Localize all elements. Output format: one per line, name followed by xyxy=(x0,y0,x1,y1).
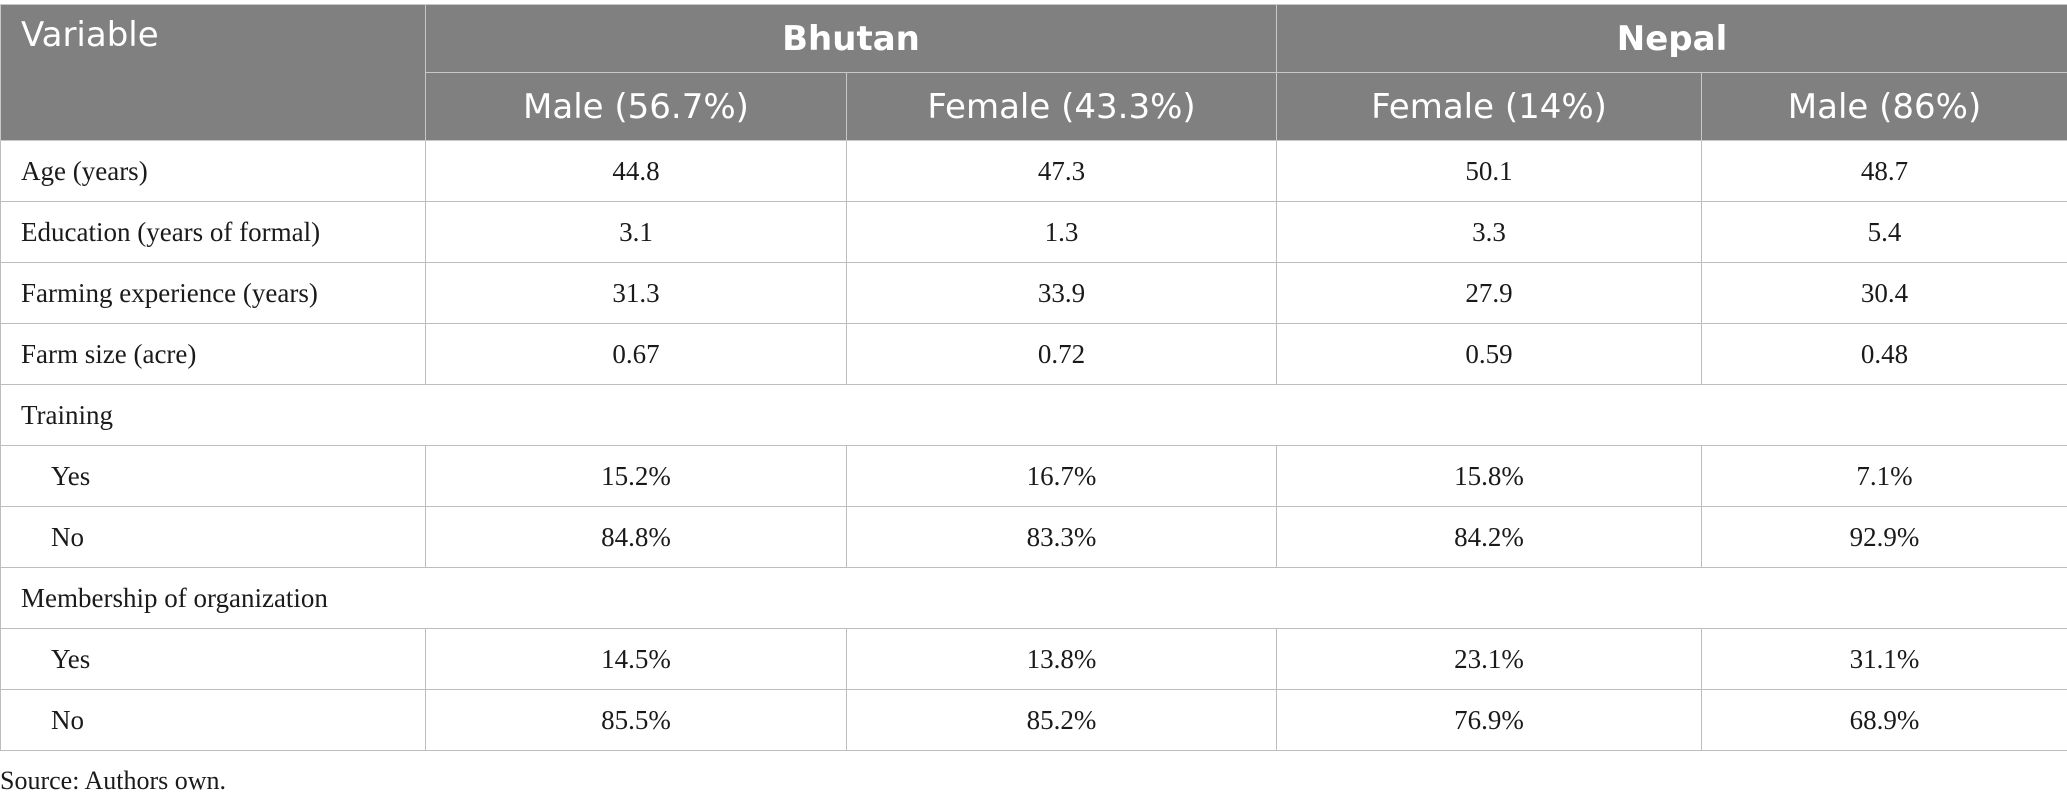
table-header: Variable Bhutan Nepal Male (56.7%) Femal… xyxy=(0,4,2067,141)
header-nepal-male: Male (86%) xyxy=(1701,72,2067,141)
row-label: Farm size (acre) xyxy=(0,323,426,385)
table-cell: 0.72 xyxy=(845,323,1278,385)
table-cell: 15.8% xyxy=(1276,445,1703,507)
table-cell: 7.1% xyxy=(1701,445,2067,507)
row-label: No xyxy=(0,689,426,751)
table-body: Age (years) 44.8 47.3 50.1 48.7 Educatio… xyxy=(0,140,2067,751)
table-row-training-yes: Yes 15.2% 16.7% 15.8% 7.1% xyxy=(0,445,2067,507)
table-cell: 33.9 xyxy=(845,262,1278,324)
header-nepal-female: Female (14%) xyxy=(1276,72,1703,141)
table-cell: 15.2% xyxy=(425,445,847,507)
table-cell: 47.3 xyxy=(845,140,1278,202)
section-title: Membership of organization xyxy=(0,567,2067,629)
source-note: Source: Authors own. xyxy=(0,766,227,795)
table-cell: 27.9 xyxy=(1276,262,1703,324)
row-label: Yes xyxy=(0,628,426,690)
header-country-bhutan: Bhutan xyxy=(424,4,1278,73)
table-row-education: Education (years of formal) 3.1 1.3 3.3 … xyxy=(0,201,2067,263)
table-cell: 3.3 xyxy=(1276,201,1703,263)
header-row-countries: Variable Bhutan Nepal xyxy=(0,4,2067,141)
table-container: Variable Bhutan Nepal Male (56.7%) Femal… xyxy=(0,4,2067,751)
table-row-farming-experience: Farming experience (years) 31.3 33.9 27.… xyxy=(0,262,2067,324)
row-label: Yes xyxy=(0,445,426,507)
table-row-age: Age (years) 44.8 47.3 50.1 48.7 xyxy=(0,140,2067,202)
table-cell: 92.9% xyxy=(1701,506,2067,568)
table-cell: 31.1% xyxy=(1701,628,2067,690)
table-cell: 30.4 xyxy=(1701,262,2067,324)
table-cell: 1.3 xyxy=(845,201,1278,263)
table-cell: 3.1 xyxy=(425,201,847,263)
table-cell: 0.48 xyxy=(1701,323,2067,385)
header-bhutan-male: Male (56.7%) xyxy=(425,72,847,141)
data-table: Variable Bhutan Nepal Male (56.7%) Femal… xyxy=(0,4,2067,751)
table-cell: 31.3 xyxy=(425,262,847,324)
table-cell: 48.7 xyxy=(1701,140,2067,202)
row-label: No xyxy=(0,506,426,568)
table-cell: 44.8 xyxy=(425,140,847,202)
table-cell: 0.67 xyxy=(425,323,847,385)
table-cell: 83.3% xyxy=(845,506,1278,568)
header-row-groups: Male (56.7%) Female (43.3%) Female (14%)… xyxy=(1,72,2067,141)
header-variable: Variable xyxy=(0,4,426,141)
section-row-training: Training xyxy=(0,384,2067,446)
row-label: Education (years of formal) xyxy=(0,201,426,263)
table-row-membership-no: No 85.5% 85.2% 76.9% 68.9% xyxy=(0,689,2067,751)
table-row-training-no: No 84.8% 83.3% 84.2% 92.9% xyxy=(0,506,2067,568)
header-bhutan-female: Female (43.3%) xyxy=(845,72,1278,141)
section-row-membership: Membership of organization xyxy=(0,567,2067,629)
table-cell: 76.9% xyxy=(1276,689,1703,751)
table-cell: 85.2% xyxy=(845,689,1278,751)
header-country-nepal: Nepal xyxy=(1276,4,2067,73)
table-cell: 50.1 xyxy=(1276,140,1703,202)
table-cell: 14.5% xyxy=(425,628,847,690)
table-cell: 68.9% xyxy=(1701,689,2067,751)
table-cell: 0.59 xyxy=(1276,323,1703,385)
table-cell: 16.7% xyxy=(845,445,1278,507)
table-cell: 23.1% xyxy=(1276,628,1703,690)
table-row-farm-size: Farm size (acre) 0.67 0.72 0.59 0.48 xyxy=(0,323,2067,385)
table-cell: 13.8% xyxy=(845,628,1278,690)
row-label: Age (years) xyxy=(0,140,426,202)
section-title: Training xyxy=(0,384,2067,446)
table-cell: 84.2% xyxy=(1276,506,1703,568)
table-cell: 85.5% xyxy=(425,689,847,751)
table-cell: 5.4 xyxy=(1701,201,2067,263)
table-cell: 84.8% xyxy=(425,506,847,568)
row-label: Farming experience (years) xyxy=(0,262,426,324)
table-row-membership-yes: Yes 14.5% 13.8% 23.1% 31.1% xyxy=(0,628,2067,690)
